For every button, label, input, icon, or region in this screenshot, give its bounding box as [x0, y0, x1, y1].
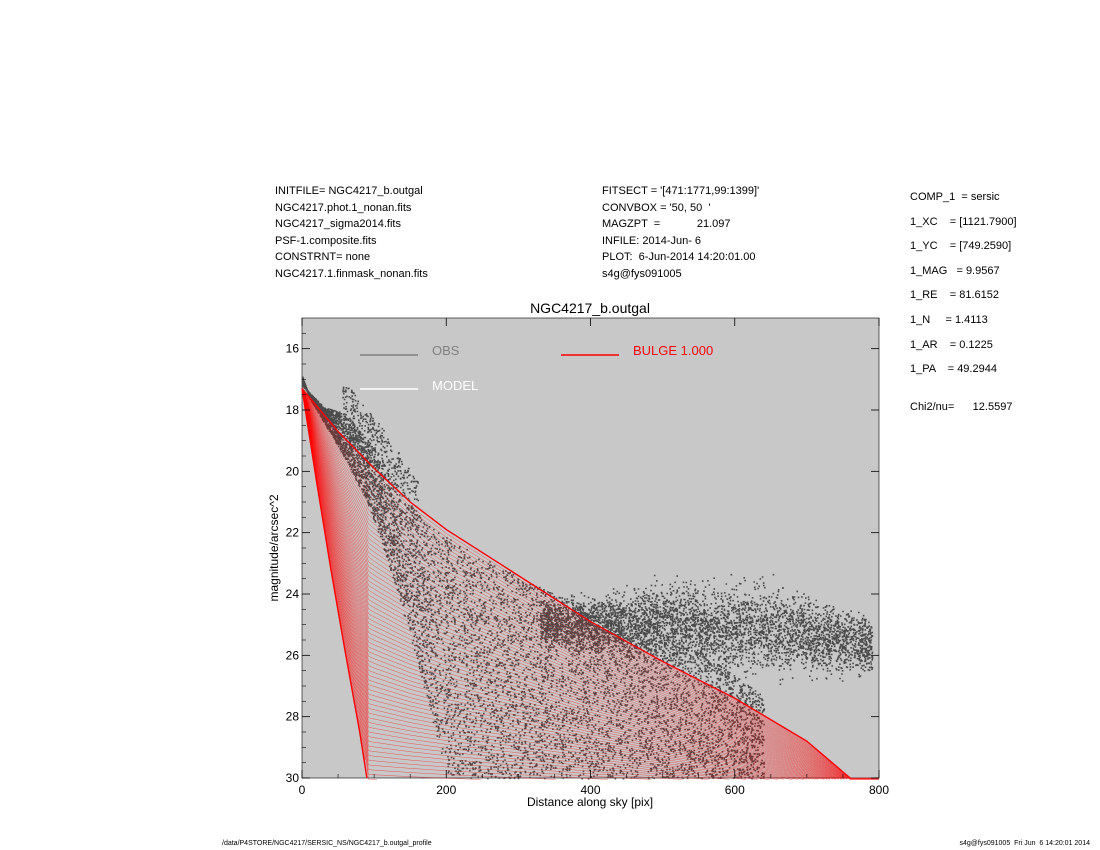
footer-file-path: /data/P4STORE/NGC4217/SERSIC_NS/NGC4217_…	[222, 840, 432, 847]
initfile-line: INITFILE= NGC4217_b.outgal	[275, 185, 423, 197]
y-tick-label: 28	[286, 710, 300, 724]
y-tick-label: 30	[286, 771, 300, 785]
param-yc: 1_YC = [749.2590]	[910, 240, 1012, 253]
header-middle-block: FITSECT = '[471:1771,99:1399]' CONVBOX =…	[602, 183, 759, 282]
axes: 0 200 400 600 800 16 18 20 22 24 26 28 30	[286, 318, 889, 797]
bulge-model-curves	[301, 388, 879, 780]
convbox-line: CONVBOX = '50, 50 '	[602, 201, 711, 214]
header-left-block: INITFILE= NGC4217_b.outgal NGC4217.phot.…	[275, 183, 428, 282]
psf-file-line: PSF-1.composite.fits	[275, 234, 377, 247]
y-tick-label: 16	[286, 342, 300, 356]
bulge-lower-edge	[301, 388, 368, 779]
y-tick-label: 20	[286, 464, 300, 478]
sigma-file-line: NGC4217_sigma2014.fits	[275, 218, 401, 230]
y-tick-label: 22	[286, 526, 300, 540]
phot-file-line: NGC4217.phot.1_nonan.fits	[275, 201, 412, 214]
x-axis-label: Distance along sky [pix]	[527, 795, 653, 809]
y-tick-label: 24	[286, 587, 300, 601]
x-tick-label: 400	[580, 783, 600, 797]
chart-title: NGC4217_b.outgal	[530, 300, 650, 316]
param-n: 1_N = 1.4113	[910, 313, 988, 326]
y-tick-label: 18	[286, 403, 300, 417]
y-axis-label: magnitude/arcsec^2	[267, 494, 281, 601]
x-tick-label: 800	[869, 783, 889, 797]
plot-date-line: PLOT: 6-Jun-2014 14:20:01.00	[602, 251, 756, 263]
y-tick-label: 26	[286, 648, 300, 662]
mask-file-line: NGC4217.1.finmask_nonan.fits	[275, 267, 428, 280]
fit-parameters-panel: COMP_1 = sersic 1_XC = [1121.7900] 1_YC …	[910, 191, 1017, 413]
param-pa: 1_PA = 49.2944	[910, 363, 997, 376]
param-xc: 1_XC = [1121.7900]	[910, 215, 1017, 228]
param-ar: 1_AR = 0.1225	[910, 338, 993, 351]
fitsect-line: FITSECT = '[471:1771,99:1399]'	[602, 185, 760, 197]
legend: OBS MODEL BULGE 1.000	[360, 343, 713, 393]
chi2-nu: Chi2/nu= 12.5597	[910, 400, 1013, 413]
legend-obs-label: OBS	[432, 343, 460, 358]
constraint-line: CONSTRNT= none	[275, 251, 371, 263]
legend-model-label: MODEL	[432, 378, 478, 393]
user-host-line: s4g@fys091005	[602, 267, 682, 280]
param-comp: COMP_1 = sersic	[910, 191, 1000, 203]
legend-bulge-label: BULGE 1.000	[633, 343, 713, 358]
bulge-upper-edge	[301, 388, 851, 779]
x-tick-label: 200	[436, 783, 456, 797]
footer-user-timestamp: s4g@fys091005 Fri Jun 6 14:20:01 2014	[959, 840, 1090, 847]
magzpt-line: MAGZPT = 21.097	[602, 218, 731, 230]
x-tick-label: 600	[725, 783, 745, 797]
param-re: 1_RE = 81.6152	[910, 289, 999, 302]
x-tick-label: 0	[299, 783, 306, 797]
infile-line: INFILE: 2014-Jun- 6	[602, 234, 702, 247]
param-mag: 1_MAG = 9.9567	[910, 264, 1000, 277]
plot-area	[301, 317, 880, 779]
